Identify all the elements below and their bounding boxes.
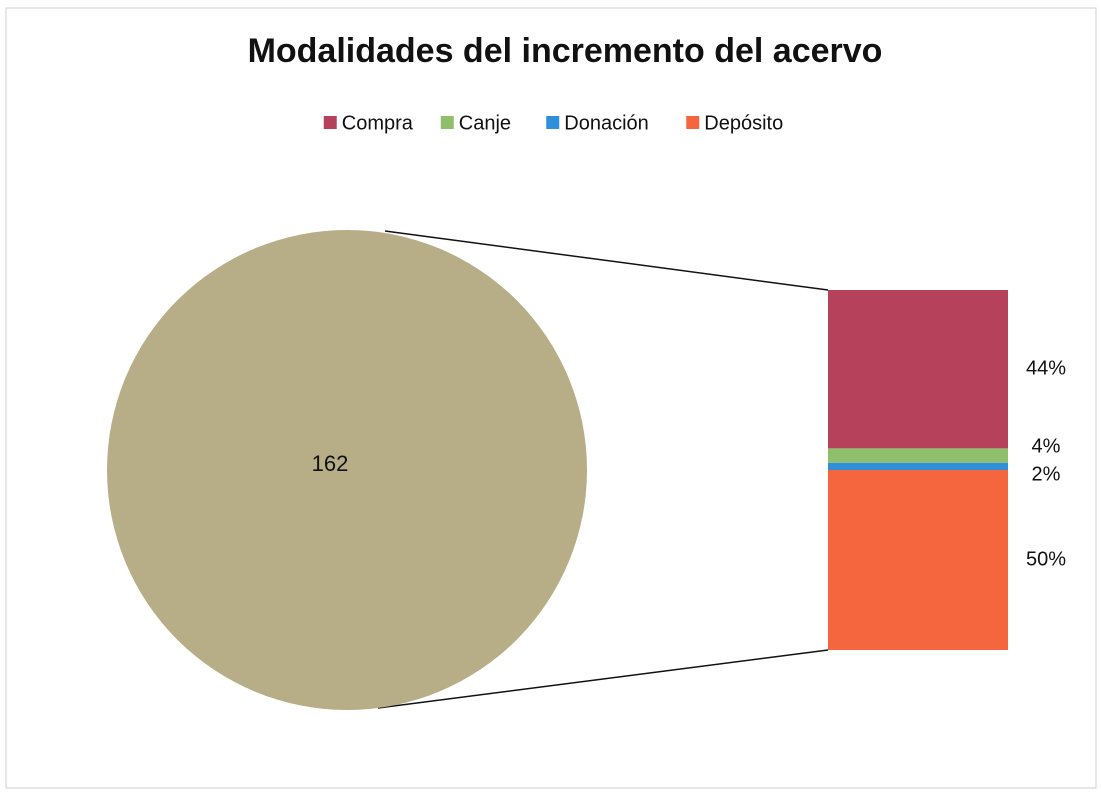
legend-label: Depósito (704, 112, 783, 134)
data-label: 50% (1026, 548, 1066, 570)
bar-segment (828, 448, 1008, 463)
legend-swatch (440, 116, 454, 129)
connector-line (377, 649, 829, 709)
bar-segment (828, 462, 1008, 470)
legend-swatch (323, 116, 337, 129)
pie (107, 230, 587, 710)
data-label: 2% (1032, 463, 1061, 485)
data-label: 44% (1026, 357, 1066, 379)
bar-segment (828, 470, 1008, 650)
legend-label: Canje (459, 112, 511, 134)
pie-label: 162 (312, 451, 349, 476)
legend-label: Donación (564, 112, 649, 134)
legend-swatch (686, 116, 700, 129)
connector-line (384, 230, 829, 291)
legend-label: Compra (342, 112, 414, 134)
bar-segment (828, 290, 1008, 449)
chart-title: Modalidades del incremento del acervo (248, 32, 883, 70)
legend-swatch (546, 116, 560, 129)
data-label: 4% (1032, 435, 1061, 457)
legend: Compra Canje Donación Depósito (323, 112, 783, 134)
